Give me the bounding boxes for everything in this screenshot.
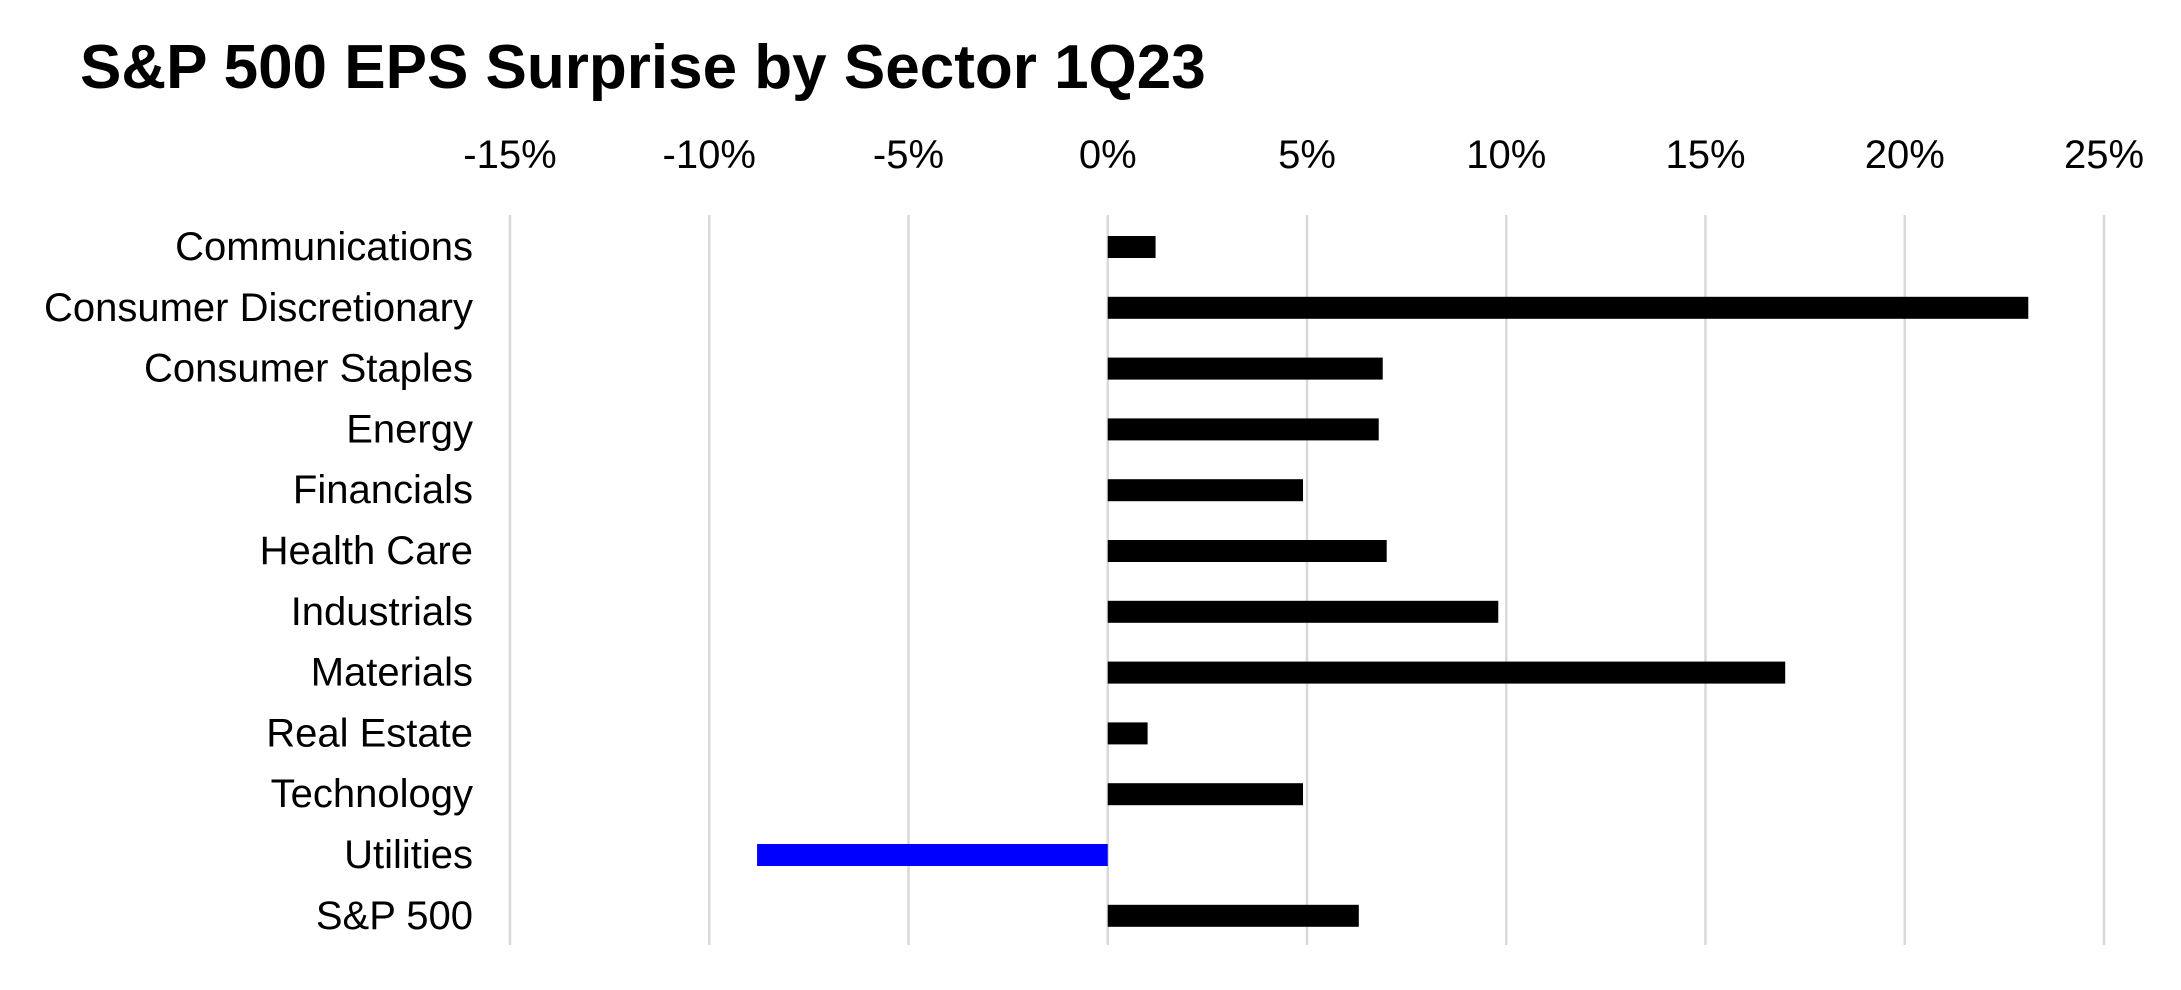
gridlines xyxy=(508,215,2106,945)
category-label: Industrials xyxy=(291,590,473,634)
category-label: Technology xyxy=(271,772,473,816)
category-label: Energy xyxy=(346,407,473,451)
x-tick-label: 10% xyxy=(1466,133,1546,177)
bar xyxy=(1107,418,1379,441)
x-axis-ticks: -15% -10% -5% 0% 5% 10% 15% 20% 25% xyxy=(463,133,2144,177)
x-tick-label: -10% xyxy=(663,133,756,177)
bar xyxy=(1107,904,1359,927)
category-labels: Communications Consumer Discretionary Cons… xyxy=(44,225,473,938)
category-label: Financials xyxy=(293,468,473,512)
bar xyxy=(1107,661,1786,684)
x-tick-label: -15% xyxy=(463,133,556,177)
category-label: Utilities xyxy=(344,833,473,877)
bar xyxy=(1107,236,1156,258)
category-label: Real Estate xyxy=(266,711,473,755)
bar xyxy=(1107,540,1387,562)
category-label: Health Care xyxy=(260,529,473,573)
category-label: Consumer Staples xyxy=(144,347,473,391)
bar xyxy=(1107,479,1304,502)
chart-title: S&P 500 EPS Surprise by Sector 1Q23 xyxy=(80,33,1206,102)
category-label: S&P 500 xyxy=(316,894,473,938)
x-tick-label: -5% xyxy=(873,133,944,177)
x-tick-label: 20% xyxy=(1865,133,1945,177)
x-tick-label: 25% xyxy=(2064,133,2144,177)
category-label: Materials xyxy=(311,651,473,695)
category-label: Communications xyxy=(175,225,473,269)
x-tick-label: 0% xyxy=(1079,133,1137,177)
x-tick-label: 5% xyxy=(1278,133,1336,177)
bar xyxy=(1107,722,1148,745)
bar xyxy=(1107,357,1383,380)
bar xyxy=(1107,783,1304,806)
bars xyxy=(757,236,2029,927)
bar xyxy=(757,844,1108,866)
category-label: Consumer Discretionary xyxy=(44,286,473,330)
bar xyxy=(1107,296,2029,319)
bar xyxy=(1107,600,1499,623)
x-tick-label: 15% xyxy=(1665,133,1745,177)
